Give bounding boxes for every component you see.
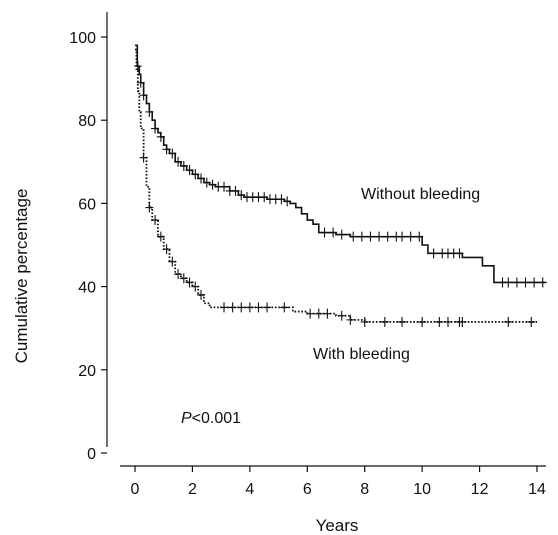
- censor-mark-with-bleeding-21: [337, 310, 346, 321]
- censor-mark-without-bleeding-13: [202, 177, 211, 188]
- censor-mark-without-bleeding-40: [429, 248, 438, 259]
- y-axis-title: Cumulative percentage: [12, 189, 31, 364]
- censor-mark-with-bleeding-16: [263, 302, 272, 313]
- censor-mark-without-bleeding-1: [136, 77, 145, 88]
- x-tick-label-2: 2: [188, 481, 197, 498]
- censor-mark-without-bleeding-4: [151, 123, 160, 134]
- censor-mark-without-bleeding-33: [366, 231, 375, 242]
- censor-mark-without-bleeding-29: [329, 227, 338, 238]
- censor-mark-without-bleeding-2: [139, 90, 148, 101]
- censor-mark-with-bleeding-23: [360, 316, 369, 327]
- censor-mark-without-bleeding-37: [398, 231, 407, 242]
- y-tick-label-20: 20: [78, 363, 96, 380]
- censor-mark-without-bleeding-46: [504, 277, 513, 288]
- x-tick-label-4: 4: [245, 481, 254, 498]
- censor-mark-with-bleeding-6: [174, 269, 183, 280]
- censor-mark-without-bleeding-48: [521, 277, 530, 288]
- x-tick-label-8: 8: [360, 481, 369, 498]
- censor-mark-with-bleeding-26: [418, 316, 427, 327]
- censor-mark-without-bleeding-50: [538, 277, 547, 288]
- censor-mark-without-bleeding-9: [179, 160, 188, 171]
- censor-mark-without-bleeding-7: [168, 148, 177, 159]
- censor-mark-without-bleeding-23: [260, 192, 269, 203]
- censor-mark-with-bleeding-30: [458, 316, 467, 327]
- y-tick-label-60: 60: [78, 196, 96, 213]
- censor-mark-without-bleeding-11: [191, 169, 200, 180]
- censor-mark-with-bleeding-12: [228, 302, 237, 313]
- censor-mark-without-bleeding-14: [208, 179, 217, 190]
- censor-mark-with-bleeding-4: [162, 244, 171, 255]
- censor-mark-without-bleeding-44: [455, 248, 464, 259]
- censor-mark-with-bleeding-11: [220, 302, 229, 313]
- censor-mark-with-bleeding-25: [398, 316, 407, 327]
- ticks: 0 20 40 60 80 100 0 2 4 6 8 10 12 14: [69, 30, 546, 498]
- censor-mark-with-bleeding-20: [323, 308, 332, 319]
- censor-mark-without-bleeding-49: [530, 277, 539, 288]
- censor-mark-without-bleeding-3: [145, 106, 154, 117]
- curve-without-bleeding: [135, 44, 546, 284]
- x-tick-label-6: 6: [303, 481, 312, 498]
- censor-mark-without-bleeding-30: [337, 229, 346, 240]
- censor-mark-with-bleeding-22: [346, 314, 355, 325]
- censor-mark-without-bleeding-12: [197, 173, 206, 184]
- censor-mark-without-bleeding-28: [320, 227, 329, 238]
- censor-mark-with-bleeding-2: [151, 215, 160, 226]
- censor-mark-without-bleeding-19: [237, 190, 246, 201]
- censor-mark-without-bleeding-39: [415, 231, 424, 242]
- axes: [106, 12, 546, 467]
- censor-mark-with-bleeding-1: [145, 202, 154, 213]
- censor-mark-without-bleeding-31: [349, 231, 358, 242]
- censor-mark-with-bleeding-18: [306, 308, 315, 319]
- censor-mark-without-bleeding-18: [231, 185, 240, 196]
- censor-mark-with-bleeding-5: [168, 256, 177, 267]
- censor-mark-with-bleeding-13: [237, 302, 246, 313]
- censor-mark-without-bleeding-0: [133, 61, 142, 72]
- x-tick-label-0: 0: [131, 481, 140, 498]
- censor-mark-without-bleeding-27: [283, 196, 292, 207]
- censor-mark-with-bleeding-32: [527, 316, 536, 327]
- censor-mark-without-bleeding-5: [156, 131, 165, 142]
- censor-mark-with-bleeding-7: [179, 273, 188, 284]
- y-tick-label-100: 100: [69, 30, 96, 47]
- censor-mark-without-bleeding-16: [220, 181, 229, 192]
- y-tick-label-80: 80: [78, 113, 96, 130]
- censor-mark-without-bleeding-35: [383, 231, 392, 242]
- censor-mark-with-bleeding-28: [443, 316, 452, 327]
- censor-mark-with-bleeding-24: [380, 316, 389, 327]
- series-label-with-bleeding: With bleeding: [313, 346, 410, 363]
- p-value-symbol: P: [181, 410, 192, 427]
- censor-mark-with-bleeding-31: [504, 316, 513, 327]
- censor-mark-without-bleeding-10: [185, 165, 194, 176]
- x-tick-label-14: 14: [528, 481, 546, 498]
- p-value-annotation: P<0.001: [181, 410, 241, 427]
- x-tick-label-12: 12: [471, 481, 489, 498]
- censor-mark-with-bleeding-27: [435, 316, 444, 327]
- censor-mark-with-bleeding-9: [191, 281, 200, 292]
- x-axis-title: Years: [316, 516, 359, 535]
- censor-marks: [133, 61, 547, 327]
- curves: [135, 44, 546, 323]
- censor-mark-without-bleeding-34: [375, 231, 384, 242]
- censor-mark-with-bleeding-0: [139, 152, 148, 163]
- censor-mark-with-bleeding-19: [314, 308, 323, 319]
- censor-mark-without-bleeding-8: [174, 156, 183, 167]
- censor-mark-with-bleeding-15: [254, 302, 263, 313]
- censor-mark-with-bleeding-14: [245, 302, 254, 313]
- p-value-text: <0.001: [192, 410, 241, 427]
- y-tick-label-40: 40: [78, 280, 96, 297]
- censor-mark-without-bleeding-26: [277, 194, 286, 205]
- censor-mark-without-bleeding-32: [357, 231, 366, 242]
- censor-mark-without-bleeding-47: [512, 277, 521, 288]
- censor-mark-with-bleeding-17: [280, 302, 289, 313]
- censor-mark-without-bleeding-38: [406, 231, 415, 242]
- censor-mark-with-bleeding-10: [197, 289, 206, 300]
- censor-mark-with-bleeding-8: [185, 277, 194, 288]
- censor-mark-with-bleeding-3: [156, 231, 165, 242]
- x-tick-label-10: 10: [413, 481, 431, 498]
- series-label-without-bleeding: Without bleeding: [361, 186, 480, 203]
- censor-mark-without-bleeding-6: [162, 144, 171, 155]
- y-tick-label-0: 0: [87, 446, 96, 463]
